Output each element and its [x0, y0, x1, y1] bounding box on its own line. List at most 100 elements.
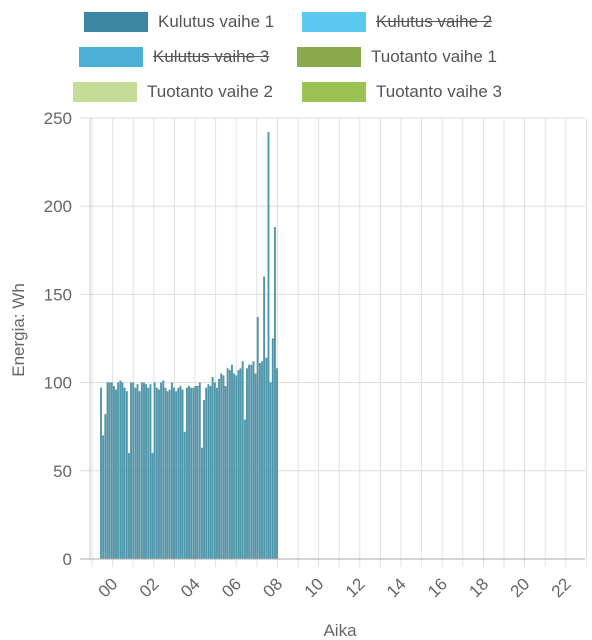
legend-item[interactable]: Kulutus vaihe 3: [79, 47, 269, 67]
bar: [261, 361, 263, 560]
legend-swatch: [297, 47, 361, 67]
x-tick-label: 16: [424, 574, 451, 601]
bar: [258, 363, 261, 560]
legend-item[interactable]: Kulutus vaihe 1: [84, 12, 274, 32]
bar: [196, 385, 199, 560]
bar: [110, 382, 113, 560]
x-tick-label: 08: [259, 574, 286, 601]
bar: [115, 389, 117, 560]
legend-item[interactable]: Kulutus vaihe 2: [302, 12, 492, 32]
bar: [192, 387, 195, 560]
bar: [112, 385, 115, 560]
bar: [241, 361, 244, 560]
legend-item[interactable]: Tuotanto vaihe 2: [73, 82, 273, 102]
x-tick-label: 22: [548, 574, 575, 601]
bar: [209, 385, 212, 560]
bar: [160, 382, 163, 560]
bar: [164, 387, 167, 560]
bar: [143, 382, 145, 560]
x-tick-label: 00: [95, 574, 122, 601]
legend-label: Kulutus vaihe 2: [376, 12, 493, 31]
legend-swatch: [84, 12, 148, 32]
bar: [147, 387, 150, 560]
bar: [185, 387, 188, 560]
bar: [123, 387, 126, 560]
bar: [194, 385, 197, 560]
chart-legend: Kulutus vaihe 1 Kulutus vaihe 2 Kulutus va…: [0, 0, 592, 110]
bar: [216, 387, 218, 560]
bar: [188, 385, 190, 560]
legend-label: Tuotanto vaihe 2: [147, 82, 274, 101]
bar: [177, 387, 180, 560]
bar: [211, 377, 214, 560]
bar: [235, 375, 238, 560]
bar: [181, 389, 184, 560]
bar: [222, 375, 225, 560]
bar: [256, 317, 259, 560]
bar: [243, 419, 246, 560]
legend-item[interactable]: Tuotanto vaihe 1: [297, 47, 497, 67]
x-tick-label: 14: [383, 574, 410, 601]
bar: [132, 382, 135, 560]
bar: [102, 435, 105, 560]
bar: [145, 384, 148, 560]
legend-label: Tuotanto vaihe 3: [376, 82, 503, 101]
x-tick-label: 12: [342, 574, 369, 601]
bar: [170, 382, 173, 560]
bar: [125, 391, 128, 560]
bar: [155, 387, 158, 560]
bar: [271, 338, 274, 560]
y-tick-label: 200: [44, 197, 72, 216]
bar: [162, 380, 165, 560]
legend-swatch: [73, 82, 137, 102]
legend-swatch: [302, 82, 366, 102]
bar: [108, 382, 111, 560]
bar: [127, 453, 130, 560]
bar: [237, 370, 240, 560]
bar: [276, 368, 278, 560]
x-tick-label: 06: [218, 574, 245, 601]
bar: [138, 391, 141, 560]
bar: [269, 382, 272, 560]
y-axis-title: Energia: Wh: [9, 283, 28, 377]
bar: [104, 414, 107, 560]
bar: [100, 387, 102, 560]
bar: [224, 385, 227, 560]
bar: [168, 389, 171, 560]
y-tick-label: 0: [63, 550, 72, 569]
bar: [267, 131, 270, 560]
bar: [254, 373, 257, 560]
bar: [218, 378, 221, 560]
x-tick-label: 20: [507, 574, 534, 601]
bar: [158, 389, 160, 560]
bar: [220, 373, 223, 560]
bar: [226, 368, 229, 560]
bar: [140, 382, 143, 560]
x-tick-label: 04: [177, 574, 204, 601]
bar: [183, 431, 186, 560]
bar: [263, 276, 266, 560]
bar: [134, 387, 137, 560]
legend-item[interactable]: Tuotanto vaihe 3: [302, 82, 502, 102]
bar: [173, 387, 175, 560]
bar: [228, 370, 231, 560]
y-tick-label: 50: [53, 462, 72, 481]
bar: [149, 384, 152, 560]
bar: [136, 384, 139, 560]
bar: [130, 382, 132, 560]
y-tick-label: 250: [44, 109, 72, 128]
bar: [119, 380, 122, 560]
bar: [246, 368, 248, 560]
bar: [207, 384, 210, 560]
bar: [252, 361, 255, 560]
bar: [198, 382, 201, 560]
legend-label: Tuotanto vaihe 1: [371, 47, 498, 66]
bar: [248, 364, 251, 560]
y-tick-label: 150: [44, 285, 72, 304]
bar: [213, 382, 216, 560]
bar: [265, 357, 268, 560]
bar: [117, 382, 120, 560]
legend-label: Kulutus vaihe 1: [158, 12, 275, 31]
bar: [153, 382, 156, 560]
